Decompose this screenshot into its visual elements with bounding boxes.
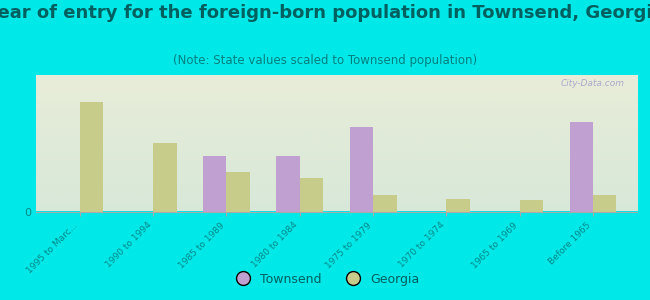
Bar	[80, 102, 103, 212]
Bar	[153, 143, 177, 212]
Text: City-Data.com: City-Data.com	[561, 79, 625, 88]
Text: (Note: State values scaled to Townsend population): (Note: State values scaled to Townsend p…	[173, 54, 477, 67]
Bar	[203, 156, 226, 212]
Bar	[300, 178, 323, 211]
Bar	[226, 172, 250, 211]
Bar	[276, 156, 300, 212]
Bar	[447, 199, 470, 212]
Text: Year of entry for the foreign-born population in Townsend, Georgia: Year of entry for the foreign-born popul…	[0, 4, 650, 22]
Bar	[569, 122, 593, 212]
Legend: Townsend, Georgia: Townsend, Georgia	[226, 268, 424, 291]
Bar	[373, 195, 396, 212]
Bar	[520, 200, 543, 211]
Bar	[350, 127, 373, 212]
Bar	[593, 195, 616, 212]
